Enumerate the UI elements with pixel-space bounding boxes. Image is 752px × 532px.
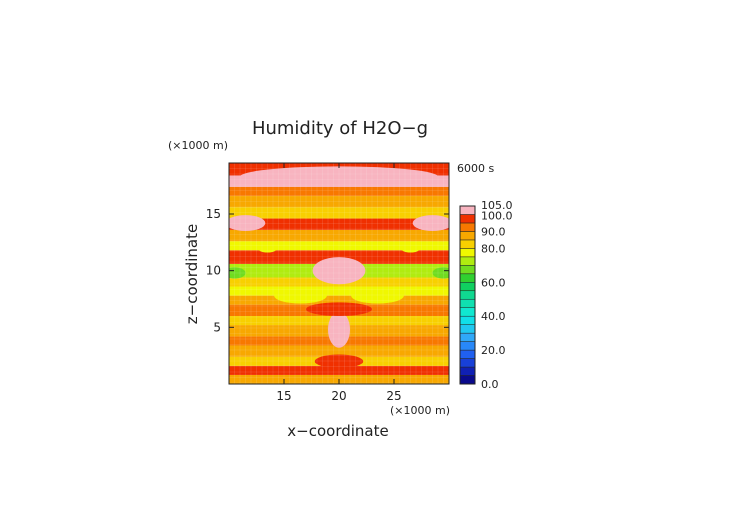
humidity-band bbox=[229, 207, 449, 219]
y-tick-label: 15 bbox=[206, 207, 221, 221]
colorbar-swatch bbox=[459, 298, 476, 308]
colorbar-swatch bbox=[459, 307, 476, 317]
humidity-region bbox=[229, 215, 266, 231]
colorbar-tick-label: 80.0 bbox=[481, 242, 506, 255]
humidity-region bbox=[328, 311, 350, 348]
colorbar-tick-label: 40.0 bbox=[481, 310, 506, 323]
humidity-region bbox=[314, 354, 364, 369]
y-tick-label: 5 bbox=[213, 320, 221, 334]
colorbar-tick-label: 20.0 bbox=[481, 344, 506, 357]
humidity-band bbox=[229, 345, 449, 357]
colorbar-swatch bbox=[459, 366, 476, 376]
x-tick-label: 25 bbox=[386, 389, 401, 403]
time-label: 6000 s bbox=[457, 162, 494, 175]
colorbar-swatch bbox=[459, 324, 476, 334]
humidity-band bbox=[229, 241, 449, 251]
y-unit-label: (×1000 m) bbox=[168, 139, 228, 152]
colorbar-tick-label: 0.0 bbox=[481, 378, 499, 391]
colorbar-swatch bbox=[459, 349, 476, 359]
x-tick-label: 15 bbox=[276, 389, 291, 403]
humidity-band bbox=[229, 186, 449, 196]
humidity-band bbox=[229, 229, 449, 242]
colorbar-swatch bbox=[459, 290, 476, 300]
colorbar-tick-label: 90.0 bbox=[481, 225, 506, 238]
humidity-band bbox=[229, 250, 449, 264]
colorbar-tick-label: 100.0 bbox=[481, 209, 513, 222]
humidity-region bbox=[274, 287, 327, 304]
humidity-band bbox=[229, 218, 449, 230]
y-tick-label: 10 bbox=[206, 264, 221, 278]
humidity-band bbox=[229, 195, 449, 208]
colorbar-swatch bbox=[459, 214, 476, 224]
humidity-region bbox=[412, 215, 449, 231]
colorbar-frame bbox=[459, 205, 476, 385]
colorbar-swatch bbox=[459, 222, 476, 232]
x-axis-label: x−coordinate bbox=[287, 422, 388, 440]
mesh-grid bbox=[229, 163, 449, 384]
humidity-region bbox=[312, 257, 366, 285]
x-tick-label: 20 bbox=[331, 389, 346, 403]
humidity-band bbox=[229, 286, 449, 296]
colorbar-swatch bbox=[459, 332, 476, 342]
colorbar-swatch bbox=[459, 265, 476, 275]
humidity-region bbox=[257, 243, 278, 253]
humidity-region bbox=[400, 243, 421, 253]
humidity-region bbox=[306, 302, 372, 317]
humidity-region bbox=[432, 267, 449, 279]
colorbar-swatch bbox=[459, 273, 476, 283]
colorbar-swatch bbox=[459, 358, 476, 368]
y-axis-label: z−coordinate bbox=[183, 224, 201, 324]
colorbar-swatch bbox=[459, 248, 476, 258]
colorbar-swatch bbox=[459, 256, 476, 266]
x-unit-label: (×1000 m) bbox=[390, 404, 450, 417]
humidity-region bbox=[240, 166, 438, 187]
colorbar-tick-label: 105.0 bbox=[481, 199, 513, 212]
colorbar-swatch bbox=[459, 375, 476, 385]
x-axis-ticks: 15 20 25 bbox=[276, 163, 402, 403]
humidity-band bbox=[229, 365, 449, 375]
humidity-band bbox=[229, 295, 449, 305]
colorbar-swatch bbox=[459, 239, 476, 249]
colorbar bbox=[459, 205, 476, 385]
colorbar-swatch bbox=[459, 231, 476, 241]
y-axis-ticks: 5 10 15 bbox=[206, 207, 449, 334]
humidity-region bbox=[351, 287, 404, 304]
colorbar-swatch bbox=[459, 315, 476, 325]
colorbar-tick-label: 60.0 bbox=[481, 276, 506, 289]
colorbar-swatch bbox=[459, 205, 476, 215]
humidity-region bbox=[229, 267, 246, 279]
chart-title: Humidity of H2O−g bbox=[252, 118, 428, 139]
colorbar-swatch bbox=[459, 341, 476, 351]
colorbar-swatch bbox=[459, 282, 476, 292]
